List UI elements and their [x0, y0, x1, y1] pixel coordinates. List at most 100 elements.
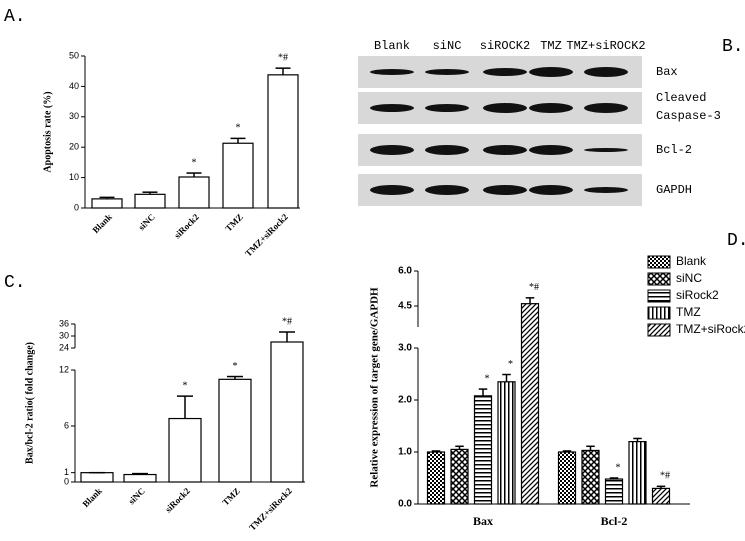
y-tick-label: 24	[59, 342, 69, 352]
annotation: *#	[660, 471, 670, 482]
x-tick-label: TMZ	[223, 212, 245, 234]
band	[370, 185, 414, 195]
bar	[270, 341, 304, 483]
panel-label: A.	[4, 7, 26, 27]
y-tick-label: 2.0	[398, 395, 412, 406]
x-tick-label: siNC	[126, 486, 147, 507]
y-tick-label: 0	[64, 476, 69, 486]
band	[483, 68, 527, 76]
band	[483, 103, 527, 113]
y-tick-label: 0.0	[398, 499, 412, 510]
annotation: *	[192, 157, 197, 168]
band	[584, 187, 628, 193]
legend-swatch	[647, 272, 671, 286]
y-tick-label: 30	[59, 330, 69, 340]
bar	[267, 74, 299, 209]
band	[370, 69, 414, 75]
legend-swatch	[647, 289, 671, 303]
y-tick-label: 4.5	[398, 301, 412, 312]
bar	[222, 142, 254, 209]
annotation: *	[183, 380, 188, 391]
legend-label: siRock2	[676, 288, 719, 302]
row-label: Cleaved	[656, 91, 706, 105]
legend-label: TMZ	[676, 305, 701, 319]
x-tick-label: Bax	[473, 514, 493, 528]
band	[370, 104, 414, 112]
band	[425, 69, 469, 75]
bar	[80, 472, 114, 483]
bar	[426, 451, 446, 505]
band	[425, 185, 469, 195]
band	[529, 67, 573, 77]
panel-label: D.	[727, 231, 745, 251]
bar	[178, 176, 210, 209]
bar	[520, 303, 540, 505]
annotation: *	[616, 462, 621, 473]
legend-label: TMZ+siRock2	[676, 322, 745, 336]
y-tick-label: 6.0	[398, 266, 412, 277]
legend-swatch	[647, 255, 671, 269]
y-tick-label: 50	[69, 50, 79, 60]
panel-label: B.	[722, 37, 744, 57]
band	[483, 185, 527, 195]
bar	[134, 193, 166, 209]
annotation: *#	[282, 316, 292, 327]
lane-label: Blank	[374, 39, 410, 53]
legend-swatch	[647, 323, 671, 337]
bar	[604, 478, 624, 505]
legend-label: Blank	[676, 254, 707, 268]
y-tick-label: 1.0	[398, 447, 412, 458]
bar	[628, 441, 647, 505]
x-tick-label: TMZ+siRock2	[247, 485, 294, 532]
bar	[497, 381, 516, 505]
bar	[651, 487, 671, 505]
legend-swatch	[647, 306, 671, 320]
annotation: *	[233, 361, 238, 372]
y-axis-label: Apoptosis rate (%)	[42, 91, 53, 172]
y-tick-label: 20	[69, 142, 79, 152]
band	[425, 145, 469, 155]
lane-label: siNC	[433, 39, 462, 53]
bar	[450, 448, 469, 505]
band	[584, 148, 628, 152]
bar	[557, 451, 577, 505]
x-tick-label: Blank	[91, 212, 114, 235]
annotation: *	[485, 373, 490, 384]
annotation: *	[236, 123, 241, 134]
lane-label: TMZ	[540, 39, 562, 53]
x-tick-label: Blank	[81, 486, 104, 509]
band	[425, 104, 469, 112]
annotation: *#	[529, 282, 539, 293]
bar	[91, 198, 123, 209]
y-tick-label: 36	[59, 318, 69, 328]
annotation: *	[508, 359, 513, 370]
y-tick-label: 0	[74, 202, 79, 212]
band	[529, 103, 573, 113]
y-axis-label: Relative expression of target gene/GAPDH	[369, 287, 381, 488]
y-tick-label: 30	[69, 111, 79, 121]
row-label: GAPDH	[656, 183, 692, 197]
y-tick-label: 1	[64, 467, 69, 477]
band	[529, 145, 573, 155]
band	[584, 67, 628, 77]
y-tick-label: 3.0	[398, 343, 412, 354]
x-tick-label: Bcl-2	[601, 514, 628, 528]
lane-label: TMZ+siROCK2	[566, 39, 645, 53]
annotation: *#	[278, 52, 288, 63]
panel-label: C.	[4, 273, 26, 293]
bar	[218, 378, 252, 483]
x-tick-label: siRock2	[172, 211, 201, 240]
y-tick-label: 10	[69, 172, 79, 182]
bar	[123, 473, 157, 483]
lane-label: siROCK2	[480, 39, 530, 53]
y-tick-label: 12	[59, 364, 69, 374]
x-tick-label: TMZ	[220, 486, 242, 508]
y-tick-label: 40	[69, 81, 79, 91]
bar	[473, 395, 493, 505]
x-tick-label: siRock2	[163, 485, 192, 514]
band	[529, 185, 573, 195]
band	[584, 103, 628, 113]
bar	[581, 449, 600, 505]
row-label: Bcl-2	[656, 143, 692, 157]
